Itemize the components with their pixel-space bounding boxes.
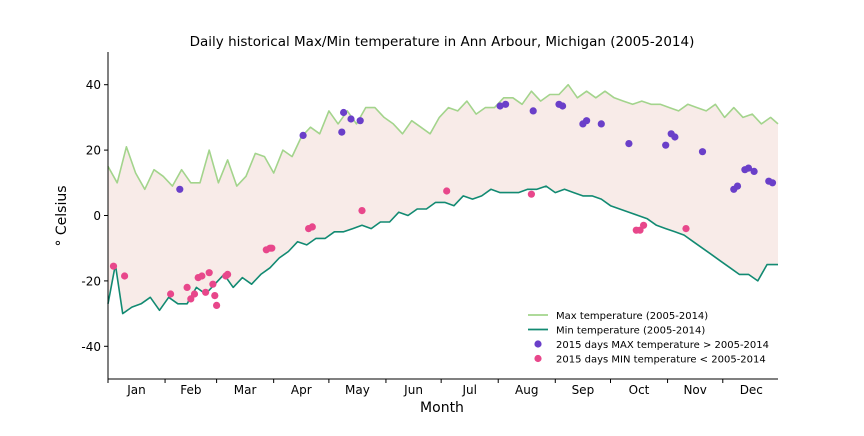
max-temperature-line (107, 83, 779, 191)
month-label: Aug (515, 383, 538, 397)
y-tick-label: -40 (81, 340, 101, 354)
legend-label: Min temperature (2005-2014) (556, 326, 705, 337)
record-max-point (671, 133, 679, 141)
month-label: Oct (629, 383, 650, 397)
legend-label: 2015 days MAX temperature > 2005-2014 (556, 340, 769, 351)
record-min-point (308, 223, 316, 231)
month-label: Feb (180, 383, 201, 397)
chart-title: Daily historical Max/Min temperature in … (190, 34, 695, 50)
record-min-point (187, 295, 195, 303)
legend-label: 2015 days MIN temperature < 2005-2014 (556, 355, 766, 366)
record-max-point (597, 120, 605, 128)
record-min-point (211, 292, 219, 300)
record-max-point (698, 148, 707, 156)
record-min-point (109, 262, 118, 270)
series-layer (107, 83, 779, 315)
record-min-point (268, 244, 276, 252)
record-max-point (356, 117, 364, 125)
record-max-point (625, 140, 633, 148)
record-min-point (358, 207, 366, 215)
month-label: Jan (126, 383, 146, 397)
month-label: Apr (291, 383, 312, 397)
record-max-point (299, 131, 307, 139)
fill-between-area (108, 84, 778, 314)
month-label: Sep (572, 383, 595, 397)
legend: Max temperature (2005-2014) Min temperatu… (528, 311, 769, 366)
y-tick-label: 0 (93, 209, 101, 223)
record-min-point (527, 190, 536, 198)
record-max-point (340, 108, 348, 117)
temperature-range-fill (108, 84, 778, 314)
record-min-point (640, 221, 648, 229)
record-min-point (202, 288, 210, 296)
record-max-point (502, 100, 510, 108)
record-max-point (750, 167, 758, 175)
y-tick-label: -20 (81, 274, 101, 288)
record-min-point (167, 290, 175, 298)
y-tick-label: 40 (86, 78, 101, 92)
record-min-point (209, 280, 217, 288)
month-label: Nov (683, 383, 706, 397)
legend-dot-swatch (534, 340, 542, 348)
month-label: May (345, 383, 370, 397)
record-max-point (744, 164, 753, 172)
record-min-point (224, 270, 232, 278)
record-max-point (176, 185, 184, 193)
y-tick-label: 20 (86, 144, 101, 158)
record-min-point (443, 187, 451, 195)
month-label: Jul (461, 383, 476, 397)
axes: -40 -20 0 20 40 Jan Feb Mar Apr May Jun Jul Aug Sep Oc… (81, 52, 778, 397)
record-max-point (338, 128, 346, 136)
min-temperature-line (107, 185, 778, 315)
record-max-point (662, 141, 670, 149)
legend-label: Max temperature (2005-2014) (556, 311, 708, 322)
record-min-point (190, 290, 199, 298)
month-label: Mar (234, 383, 257, 397)
record-max-point (529, 107, 537, 115)
record-min-point (205, 269, 213, 277)
record-min-point (183, 283, 191, 291)
record-min-point (213, 301, 221, 309)
record-max-point (733, 182, 742, 190)
record-max-point (768, 179, 777, 187)
record-min-point (198, 272, 206, 280)
record-min-point (682, 225, 690, 233)
record-max-point (347, 115, 355, 123)
y-axis-label: ° Celsius (54, 185, 70, 246)
record-max-point (559, 102, 567, 110)
month-label: Dec (740, 383, 763, 397)
legend-dot-swatch (534, 354, 542, 363)
x-axis-label: Month (420, 400, 464, 416)
month-label: Jun (403, 383, 423, 397)
record-max-point (496, 102, 504, 110)
record-max-point (583, 117, 591, 125)
record-min-point (121, 272, 129, 280)
